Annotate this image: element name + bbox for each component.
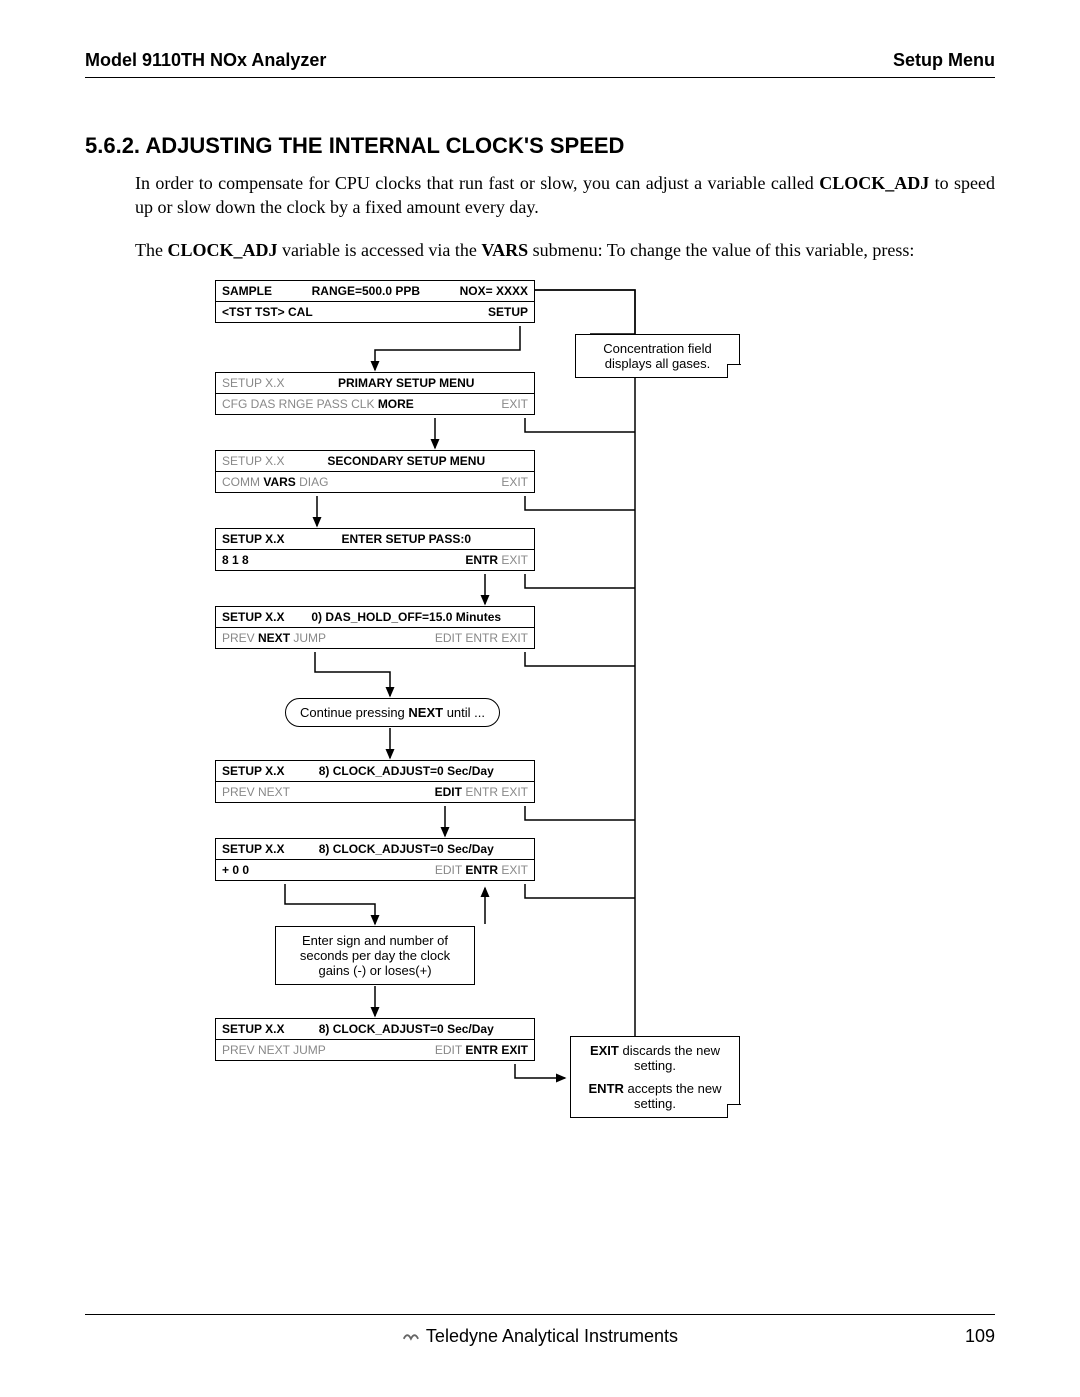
section-heading: 5.6.2. ADJUSTING THE INTERNAL CLOCK'S SP… bbox=[85, 133, 995, 159]
note-exit-entr: EXIT discards the new setting. ENTR acce… bbox=[570, 1036, 740, 1118]
header-left: Model 9110TH NOx Analyzer bbox=[85, 50, 326, 71]
note-concentration: Concentration field displays all gases. bbox=[575, 334, 740, 378]
teledyne-logo-icon bbox=[402, 1328, 420, 1346]
screen-clock-adjust-final: SETUP X.X 8) CLOCK_ADJUST=0 Sec/Day PREV… bbox=[215, 1018, 535, 1061]
page-header: Model 9110TH NOx Analyzer Setup Menu bbox=[85, 50, 995, 78]
paragraph-2: The CLOCK_ADJ variable is accessed via t… bbox=[135, 238, 995, 262]
screen-sample: SAMPLE RANGE=500.0 PPB NOX= XXXX <TST TS… bbox=[215, 280, 535, 323]
screen-enter-pass: SETUP X.X ENTER SETUP PASS:0 8 1 8 ENTR … bbox=[215, 528, 535, 571]
flowchart: SAMPLE RANGE=500.0 PPB NOX= XXXX <TST TS… bbox=[135, 280, 925, 1180]
screen-primary-setup: SETUP X.X PRIMARY SETUP MENU CFG DAS RNG… bbox=[215, 372, 535, 415]
bubble-continue-next: Continue pressing NEXT until ... bbox=[285, 698, 500, 727]
screen-secondary-setup: SETUP X.X SECONDARY SETUP MENU COMM VARS… bbox=[215, 450, 535, 493]
page-footer: Teledyne Analytical Instruments 109 bbox=[85, 1326, 995, 1347]
footer-company: Teledyne Analytical Instruments bbox=[426, 1326, 678, 1347]
header-right: Setup Menu bbox=[893, 50, 995, 71]
instruction-enter-sign: Enter sign and number of seconds per day… bbox=[275, 926, 475, 985]
screen-clock-adjust-view: SETUP X.X 8) CLOCK_ADJUST=0 Sec/Day PREV… bbox=[215, 760, 535, 803]
footer-rule bbox=[85, 1314, 995, 1315]
screen-clock-adjust-edit: SETUP X.X 8) CLOCK_ADJUST=0 Sec/Day + 0 … bbox=[215, 838, 535, 881]
paragraph-1: In order to compensate for CPU clocks th… bbox=[135, 171, 995, 220]
page-number: 109 bbox=[965, 1326, 995, 1347]
screen-das-hold-off: SETUP X.X 0) DAS_HOLD_OFF=15.0 Minutes P… bbox=[215, 606, 535, 649]
